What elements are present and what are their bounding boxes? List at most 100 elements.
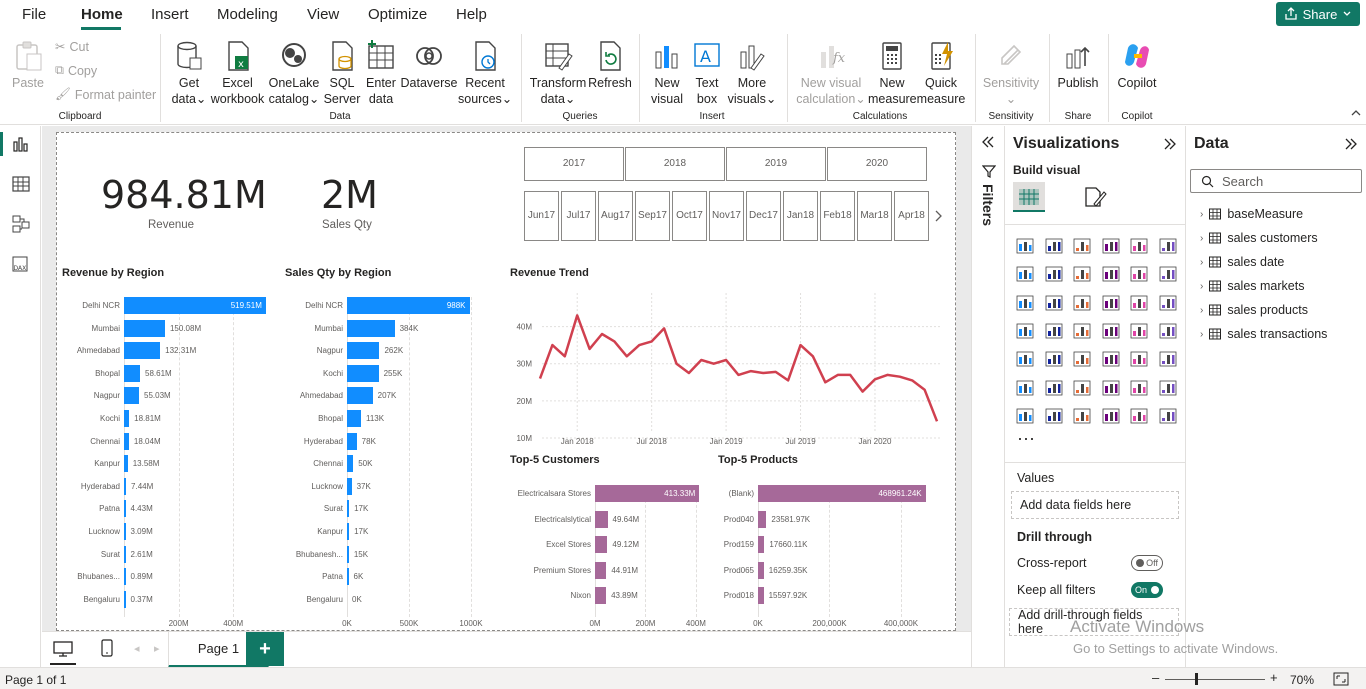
year-slicer-item-2018[interactable]: 2018 [625, 147, 725, 181]
bar[interactable] [595, 561, 607, 579]
line-visual-icon[interactable] [1015, 264, 1035, 284]
more-visuals-button[interactable]: More visuals⌄ [726, 40, 778, 107]
get-data-button[interactable]: Get data⌄ [168, 40, 210, 107]
month-slicer-item[interactable]: Apr 18 [894, 191, 929, 241]
waterfall-visual-icon[interactable] [1044, 293, 1064, 313]
drill-through-drop-field[interactable]: Add drill-through fields here [1009, 608, 1179, 636]
month-slicer-item[interactable]: Aug 17 [598, 191, 633, 241]
publish-button[interactable]: Publish [1055, 40, 1101, 91]
year-slicer-item-2019[interactable]: 2019 [726, 147, 826, 181]
onelake-catalog-button[interactable]: OneLake catalog⌄ [266, 40, 322, 107]
mobile-layout-icon[interactable] [100, 638, 114, 658]
bar[interactable] [124, 432, 129, 450]
stacked-bar-visual-icon[interactable] [1015, 236, 1035, 256]
bar[interactable] [347, 568, 349, 586]
filled-map-visual-icon[interactable] [1072, 321, 1092, 341]
month-slicer-item[interactable]: Mar 18 [857, 191, 892, 241]
r-script-visual-icon[interactable] [1158, 349, 1178, 369]
trophy-visual-icon[interactable] [1158, 378, 1178, 398]
ribbon-visual-icon[interactable] [1015, 293, 1035, 313]
data-table-sales-products[interactable]: › sales products [1200, 303, 1308, 317]
qa-visual-icon[interactable] [1101, 378, 1121, 398]
recent-sources-button[interactable]: Recent sources⌄ [458, 40, 512, 107]
month-slicer-item[interactable]: Jul 17 [561, 191, 596, 241]
more-options-icon[interactable]: ··· [1017, 428, 1035, 448]
new-visual-calculation-button[interactable]: fx New visual calculation⌄ [794, 40, 868, 107]
area-visual-icon[interactable] [1044, 264, 1064, 284]
excel-workbook-button[interactable]: x Excel workbook [210, 40, 265, 107]
chevron-right-icon[interactable] [933, 209, 943, 223]
map-visual-icon[interactable] [1044, 321, 1064, 341]
gauge-visual-icon[interactable] [1129, 321, 1149, 341]
bar[interactable] [347, 410, 361, 427]
100-column-visual-icon[interactable] [1158, 236, 1178, 256]
bar[interactable] [595, 485, 700, 502]
bar[interactable] [347, 500, 350, 518]
line-column-visual-icon[interactable] [1129, 264, 1149, 284]
transform-data-button[interactable]: Transform data⌄ [528, 40, 588, 107]
month-slicer-item[interactable]: Jun 17 [524, 191, 559, 241]
table-view-icon[interactable] [11, 174, 31, 194]
text-box-button[interactable]: A Text box [688, 40, 726, 107]
enter-data-button[interactable]: Enter data [362, 40, 400, 107]
dataverse-button[interactable]: Dataverse [400, 40, 458, 91]
quick-measure-button[interactable]: Quick measure [916, 40, 966, 107]
key-influencers-visual-icon[interactable] [1044, 378, 1064, 398]
menu-insert[interactable]: Insert [151, 6, 189, 23]
bar[interactable] [124, 410, 130, 427]
month-slicer-item[interactable]: Feb 18 [820, 191, 855, 241]
menu-view[interactable]: View [307, 6, 340, 23]
new-measure-button[interactable]: New measure [868, 40, 917, 107]
filters-pane-collapsed[interactable]: Filters [971, 126, 1005, 667]
next-page-icon[interactable]: ▸ [154, 643, 160, 655]
bar[interactable] [124, 477, 127, 495]
model-view-icon[interactable] [11, 214, 31, 234]
bar[interactable] [124, 297, 266, 314]
month-slicer-item[interactable]: Oct 17 [672, 191, 707, 241]
data-search-input[interactable]: Search [1190, 169, 1362, 193]
bar[interactable] [124, 500, 126, 518]
copy-button[interactable]: ⧉ Copy [55, 63, 97, 78]
bar[interactable] [124, 455, 128, 473]
funnel-visual-icon[interactable] [1072, 293, 1092, 313]
bar[interactable] [595, 587, 607, 604]
bar[interactable] [758, 587, 764, 604]
refresh-button[interactable]: Refresh [588, 40, 632, 91]
table-visual-icon[interactable] [1101, 349, 1121, 369]
desktop-layout-icon[interactable] [52, 640, 74, 658]
add-page-button[interactable]: + [246, 632, 284, 666]
bar[interactable] [758, 561, 764, 579]
sql-server-button[interactable]: SQL Server [322, 40, 362, 107]
power-apps-visual-icon[interactable] [1101, 406, 1121, 426]
stacked-column-visual-icon[interactable] [1044, 236, 1064, 256]
bar[interactable] [347, 432, 357, 450]
menu-modeling[interactable]: Modeling [217, 6, 278, 23]
cut-button[interactable]: ✂ Cut [55, 39, 89, 55]
menu-help[interactable]: Help [456, 6, 487, 23]
kpi-visual-icon[interactable] [1044, 349, 1064, 369]
bar[interactable] [595, 536, 608, 553]
zoom-in-icon[interactable]: + [1270, 670, 1278, 685]
bar[interactable] [124, 387, 140, 405]
pie-visual-icon[interactable] [1129, 293, 1149, 313]
zoom-slider-track[interactable] [1165, 679, 1265, 680]
azure-map-visual-icon[interactable] [1101, 321, 1121, 341]
format-visual-icon[interactable] [1082, 184, 1108, 210]
bar[interactable] [758, 485, 926, 502]
bar[interactable] [347, 319, 395, 337]
new-visual-button[interactable]: New visual [646, 40, 688, 107]
data-table-basemeasure[interactable]: › baseMeasure [1200, 207, 1303, 221]
dax-query-view-icon[interactable]: DAX [11, 254, 31, 274]
donut-visual-icon[interactable] [1158, 293, 1178, 313]
month-slicer-item[interactable]: Nov 17 [709, 191, 744, 241]
bar[interactable] [595, 510, 608, 528]
treemap-visual-icon[interactable] [1015, 321, 1035, 341]
zoom-slider-thumb[interactable] [1195, 673, 1198, 685]
bar[interactable] [124, 590, 126, 608]
clustered-column-visual-icon[interactable] [1101, 236, 1121, 256]
data-table-sales-markets[interactable]: › sales markets [1200, 279, 1304, 293]
data-table-sales-customers[interactable]: › sales customers [1200, 231, 1318, 245]
bar[interactable] [124, 545, 126, 563]
scatter-visual-icon[interactable] [1101, 293, 1121, 313]
bar[interactable] [758, 536, 765, 553]
